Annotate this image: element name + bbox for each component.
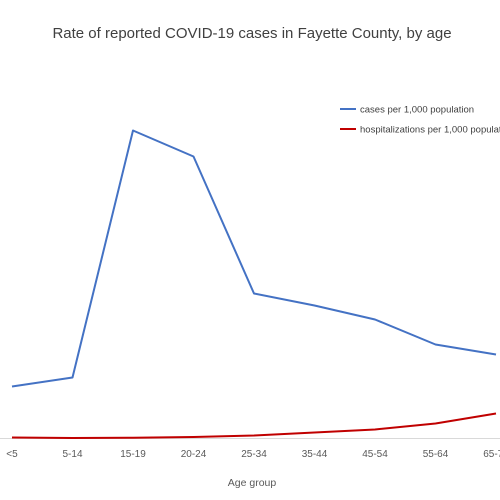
legend: cases per 1,000 population hospitalizatio… bbox=[340, 105, 500, 136]
series-line-hospitalizations bbox=[11, 412, 497, 439]
x-tick-label: 55-64 bbox=[423, 449, 449, 460]
x-tick-label: <5 bbox=[6, 449, 18, 460]
series-line-cases bbox=[11, 129, 497, 388]
chart-title: Rate of reported COVID-19 cases in Fayet… bbox=[52, 25, 451, 42]
x-axis-title: Age group bbox=[228, 477, 277, 489]
legend-label: cases per 1,000 population bbox=[360, 105, 474, 116]
x-tick-label: 15-19 bbox=[120, 449, 146, 460]
x-tick-label: 20-24 bbox=[181, 449, 207, 460]
x-tick-label: 65-74 bbox=[483, 449, 500, 460]
x-tick-label: 5-14 bbox=[62, 449, 82, 460]
x-tick-label: 25-34 bbox=[241, 449, 267, 460]
x-tick-label: 45-54 bbox=[362, 449, 388, 460]
plot-area bbox=[0, 129, 500, 439]
x-axis-tick-labels: <5 5-14 15-19 20-24 25-34 35-44 45-54 55-64 65-7… bbox=[6, 449, 500, 460]
legend-label: hospitalizations per 1,000 population bbox=[360, 125, 500, 136]
x-tick-label: 35-44 bbox=[302, 449, 328, 460]
